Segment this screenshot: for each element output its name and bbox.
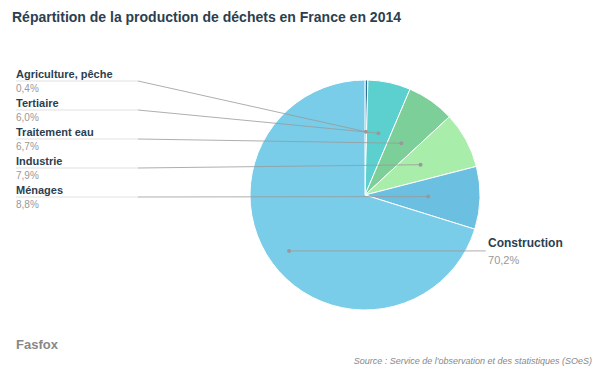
leader-line: [289, 250, 486, 251]
leader-dot: [426, 195, 430, 199]
category-label: Industrie: [16, 155, 62, 167]
label-separator: [16, 139, 138, 140]
category-label: Tertiaire: [16, 97, 59, 109]
category-label: Construction: [488, 236, 563, 250]
category-label: Ménages: [16, 184, 63, 196]
chart-svg: Répartition de la production de déchets …: [0, 0, 600, 371]
data-label: 8,8%: [16, 199, 39, 210]
data-label: 70,2%: [488, 254, 519, 266]
leader-line: [138, 196, 428, 197]
category-label: Traitement eau: [16, 126, 94, 138]
pie: [250, 80, 480, 310]
leader-line: [138, 165, 421, 168]
leader-line: [138, 139, 401, 143]
data-label: 7,9%: [16, 170, 39, 181]
source-note: Source : Service de l'observation et des…: [354, 356, 592, 366]
slice-labels: Agriculture, pêche 0,4% Tertiaire 6,0% Trait…: [16, 68, 563, 266]
logo-text: Fasfox: [16, 337, 59, 352]
chart-title: Répartition de la production de déchets …: [12, 9, 401, 25]
data-label: 0,4%: [16, 83, 39, 94]
leader-dot: [399, 141, 403, 145]
label-separator: [16, 197, 138, 198]
category-label: Agriculture, pêche: [16, 68, 113, 80]
label-separator: [16, 81, 138, 82]
data-label: 6,7%: [16, 141, 39, 152]
data-label: 6,0%: [16, 112, 39, 123]
label-separator: [16, 110, 138, 111]
leader-dot: [419, 163, 423, 167]
leader-dot: [376, 131, 380, 135]
leader-line: [138, 81, 366, 132]
leader-line: [138, 110, 378, 133]
pie-slice: [250, 80, 475, 310]
label-separator: [16, 168, 138, 169]
chart-container: Répartition de la production de déchets …: [0, 0, 600, 371]
